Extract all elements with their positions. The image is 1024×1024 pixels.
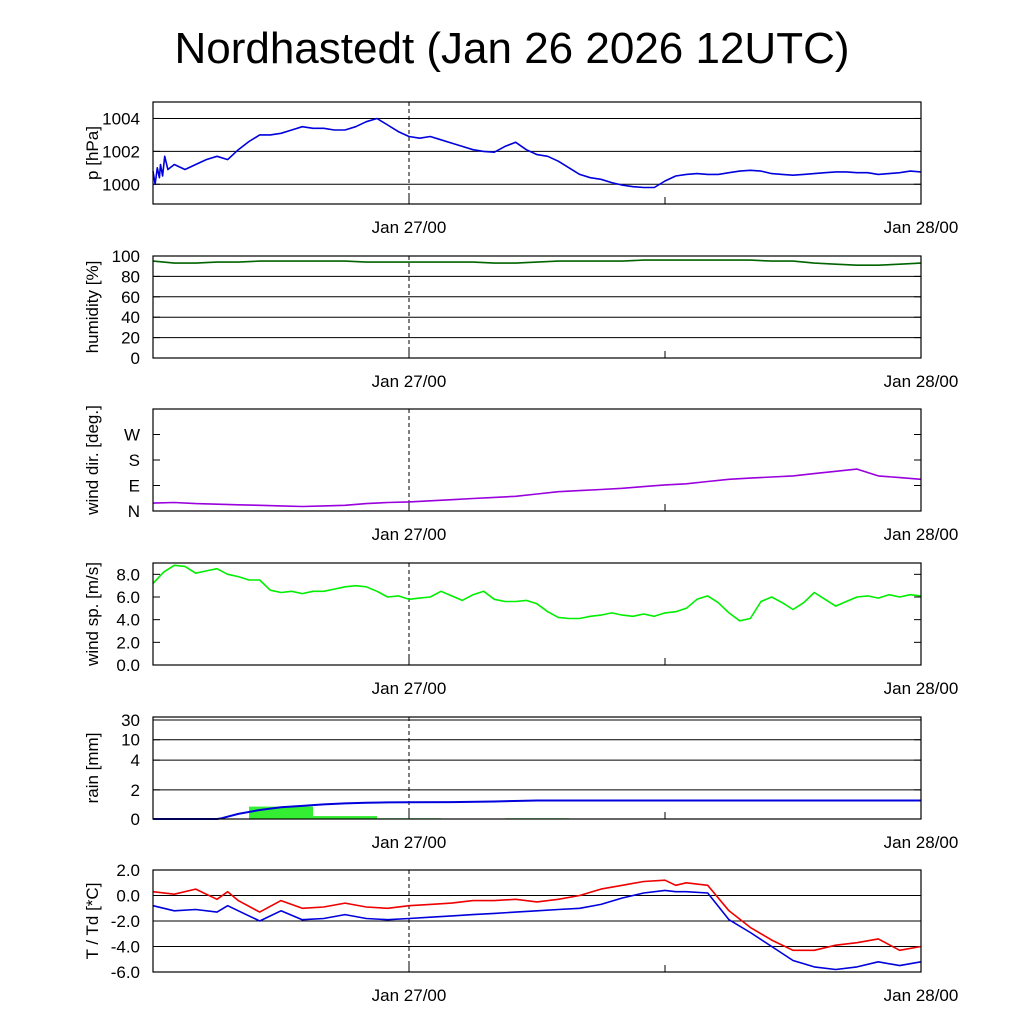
panel-temperature: -6.0 -4.0 -2.0 0.0 2.0 T / Td [*C] Jan 27/00 Ja… <box>83 861 958 1005</box>
y-tick-label: 2.0 <box>116 633 140 652</box>
y-tick-label: 8.0 <box>116 565 140 584</box>
series-line-humidity <box>152 259 922 266</box>
x-tick-label: Jan 27/00 <box>372 679 447 698</box>
y-tick-label: 0 <box>131 349 140 368</box>
y-tick-label: S <box>129 451 140 470</box>
plot-frame <box>152 562 922 666</box>
y-tick-label: -2.0 <box>111 912 140 931</box>
plot-frame <box>152 255 922 359</box>
y-tick-label: 30 <box>121 711 140 730</box>
y-tick-label: 1000 <box>102 175 140 194</box>
y-tick-label: 100 <box>112 247 140 266</box>
y-tick-label: N <box>128 502 140 521</box>
y-tick-label: -6.0 <box>111 963 140 982</box>
y-axis-label: p [hPa] <box>83 126 102 180</box>
plot-frame <box>152 869 922 973</box>
y-tick-label: 2 <box>131 781 140 800</box>
y-axis-label: T / Td [*C] <box>83 883 102 960</box>
y-tick-label: 80 <box>121 267 140 286</box>
plot-frame <box>152 101 922 205</box>
x-tick-label: Jan 28/00 <box>884 679 959 698</box>
y-tick-label: E <box>129 477 140 496</box>
y-tick-label: 0.0 <box>116 887 140 906</box>
x-tick-label: Jan 28/00 <box>884 525 959 544</box>
series-line-Td <box>152 889 922 971</box>
x-tick-label: Jan 28/00 <box>884 372 959 391</box>
y-tick-label: 1002 <box>102 142 140 161</box>
plot-frame <box>152 408 922 512</box>
y-axis-label: humidity [%] <box>83 261 102 354</box>
plot-frame <box>152 716 922 820</box>
y-tick-label: 2.0 <box>116 861 140 880</box>
panel-wind-speed: 0.0 2.0 4.0 6.0 8.0 wind sp. [m/s] Jan 27/00 Ja… <box>83 562 958 698</box>
y-tick-label: 4.0 <box>116 611 140 630</box>
y-tick-label: 20 <box>121 329 140 348</box>
y-axis-label: wind sp. [m/s] <box>83 562 102 667</box>
y-tick-label: 10 <box>121 731 140 750</box>
rain-bar <box>249 806 313 819</box>
x-tick-label: Jan 27/00 <box>372 372 447 391</box>
series-line-wind-direction <box>152 468 922 508</box>
y-tick-label: 40 <box>121 308 140 327</box>
y-axis-label: wind dir. [deg.] <box>83 405 102 516</box>
y-tick-label: W <box>124 426 140 445</box>
y-tick-label: 6.0 <box>116 588 140 607</box>
y-tick-label: 4 <box>131 751 140 770</box>
x-tick-label: Jan 28/00 <box>884 833 959 852</box>
y-tick-label: 0 <box>131 810 140 829</box>
x-tick-label: Jan 27/00 <box>372 525 447 544</box>
x-tick-label: Jan 27/00 <box>372 218 447 237</box>
series-line-T <box>152 879 922 952</box>
x-tick-label: Jan 28/00 <box>884 218 959 237</box>
rain-cumulative-line <box>153 799 921 820</box>
y-axis-label: rain [mm] <box>83 733 102 804</box>
series-line-pressure <box>152 117 922 189</box>
y-tick-label: 60 <box>121 288 140 307</box>
x-tick-label: Jan 28/00 <box>884 986 959 1005</box>
x-tick-label: Jan 27/00 <box>372 986 447 1005</box>
y-tick-label: 1004 <box>102 109 140 128</box>
rain-bar <box>313 816 377 819</box>
series-line-wind-speed <box>152 564 922 622</box>
y-tick-label: -4.0 <box>111 938 140 957</box>
x-tick-label: Jan 27/00 <box>372 833 447 852</box>
chart-title: Nordhastedt (Jan 26 2026 12UTC) <box>174 24 850 73</box>
y-tick-label: 0.0 <box>116 656 140 675</box>
